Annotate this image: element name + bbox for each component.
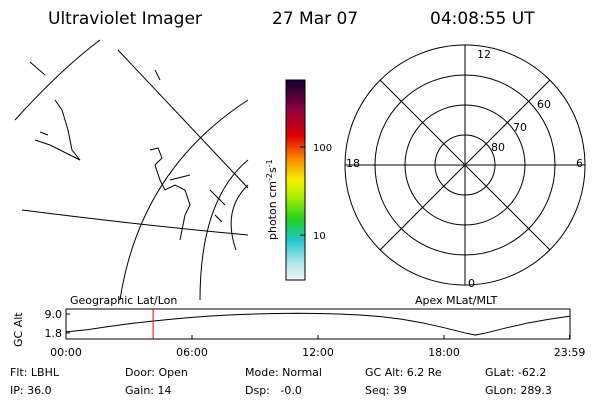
y-tick-label: 1.8 [45, 327, 63, 340]
y-axis-label: GC Alt [12, 312, 25, 347]
status-field: IP: 36.0 [10, 384, 52, 397]
status-field: GC Alt: 6.2 Re [365, 366, 442, 379]
date: 27 Mar 07 [272, 9, 358, 29]
status-field: Mode: Normal [245, 366, 322, 379]
y-tick-label: 9.0 [45, 308, 63, 321]
x-tick-label: 18:00 [428, 346, 460, 359]
x-tick-label: 00:00 [50, 346, 82, 359]
status-field: Flt: LBHL [10, 366, 60, 379]
polar-label: 12 [477, 48, 491, 61]
colorbar-label: photon cm-2s-1 [265, 159, 279, 240]
x-tick-label: 06:00 [176, 346, 208, 359]
geo-map [14, 39, 249, 301]
colorbar-tick-label: 100 [313, 143, 332, 154]
panel-label: Apex MLat/MLT [415, 294, 498, 307]
status-field: Seq: 39 [365, 384, 407, 397]
status-field: Dsp: -0.0 [245, 384, 302, 397]
x-tick-label: 23:59 [554, 346, 586, 359]
alt-line [65, 312, 571, 336]
polar-grid [344, 44, 586, 286]
polar-label: 60 [537, 98, 551, 111]
polar-label: 0 [468, 277, 475, 290]
colorbar [285, 79, 306, 281]
status-field: Gain: 14 [125, 384, 172, 397]
status-field: GLon: 289.3 [485, 384, 552, 397]
status-field: Door: Open [125, 366, 188, 379]
time: 04:08:55 UT [430, 9, 535, 29]
x-tick-label: 12:00 [302, 346, 334, 359]
panel-label: Geographic Lat/Lon [70, 294, 177, 307]
status-field: GLat: -62.2 [485, 366, 546, 379]
title: Ultraviolet Imager [48, 9, 202, 29]
polar-label: 6 [576, 157, 583, 170]
polar-label: 80 [491, 141, 505, 154]
colorbar-tick-label: 10 [313, 231, 326, 242]
polar-label: 18 [346, 157, 360, 170]
polar-label: 70 [513, 121, 527, 134]
